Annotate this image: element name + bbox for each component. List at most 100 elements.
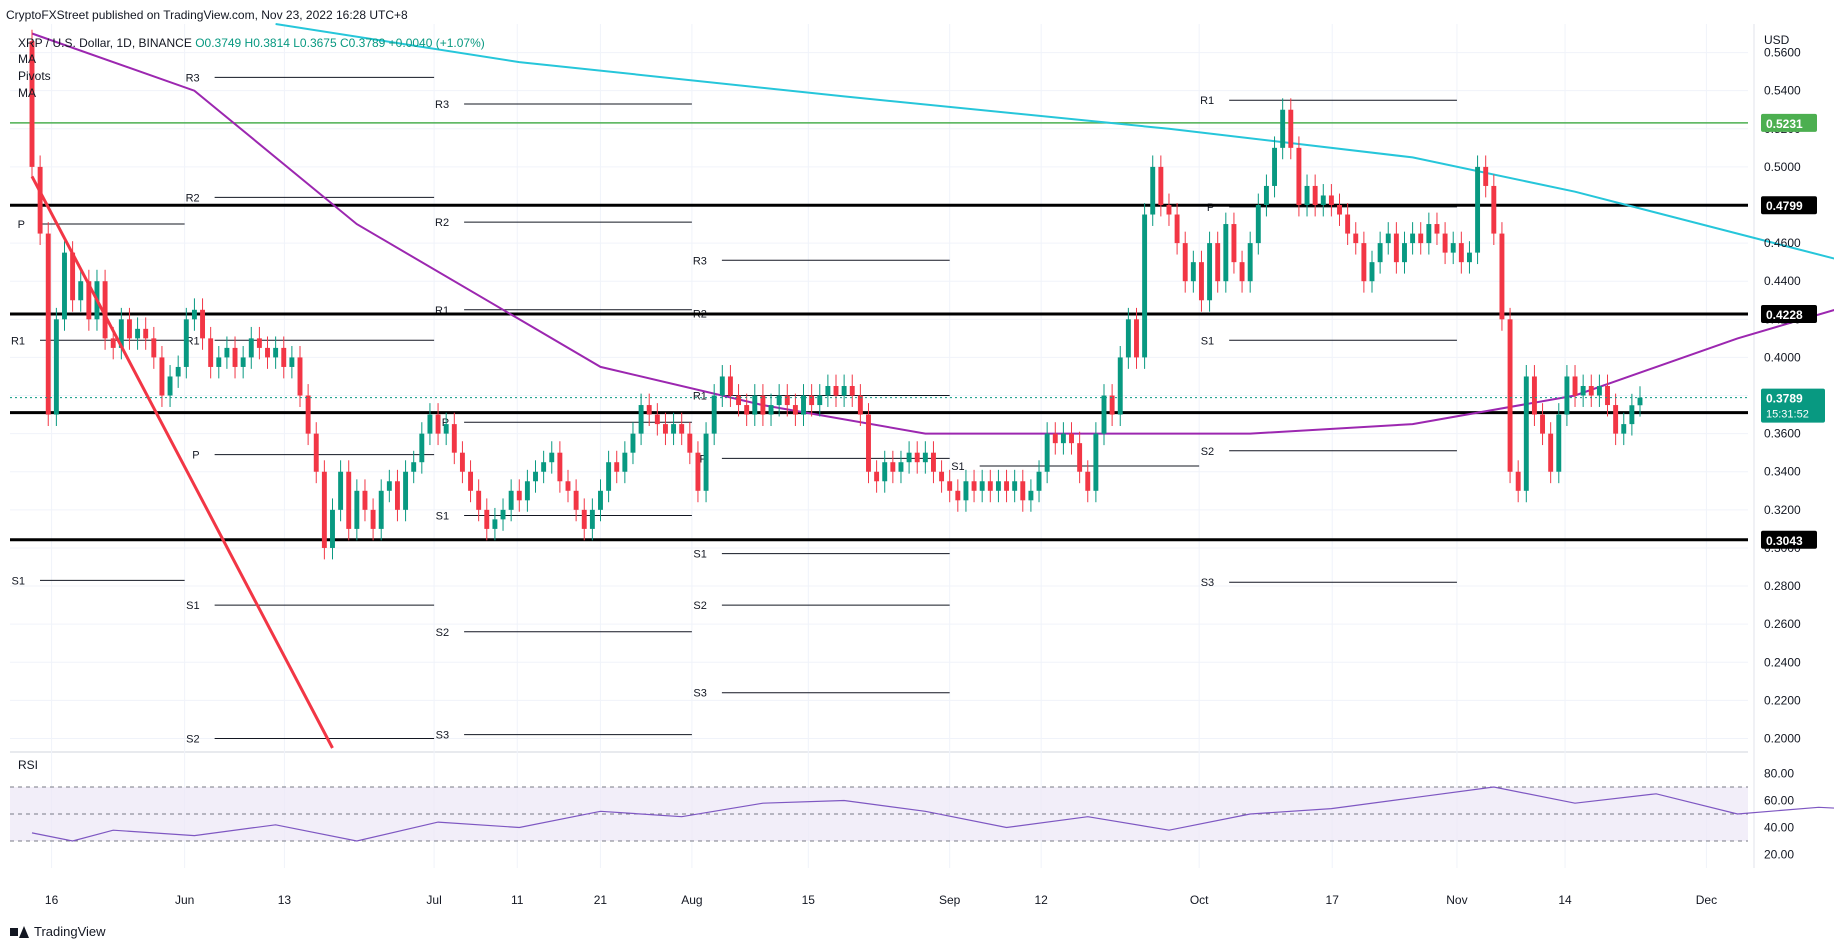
candle [744,393,750,427]
candle-body [1182,243,1188,282]
candle-body [1077,443,1083,472]
candle [760,384,766,427]
price-tick-label: 0.2400 [1764,655,1801,669]
candle-body [143,328,149,339]
candle-body [906,452,912,463]
pivot-label: S1 [693,549,706,561]
candle [1263,174,1269,217]
indicator-label-pivots[interactable]: Pivots [18,69,51,83]
candle [922,441,928,474]
candle-body [1263,185,1269,205]
candle [1596,374,1602,407]
candle-body [930,452,936,472]
candle-body [45,233,51,415]
key-level-tag [1761,196,1817,215]
candle [995,469,1001,503]
candle-body [1483,166,1489,186]
candle-body [102,281,108,339]
candle-body [809,395,815,406]
candle-body [776,395,782,406]
candle-body [1150,166,1156,215]
time-tick-label: Aug [681,893,702,907]
time-tick-label: Nov [1446,893,1467,907]
candle-body [1109,395,1115,415]
candle [939,460,945,493]
ohlc-values: O0.3749 H0.3814 L0.3675 C0.3789 +0.0040 … [195,36,485,50]
indicator-label-ma-2[interactable]: MA [18,86,36,100]
candle-body [256,338,262,348]
candle [1621,412,1627,446]
indicator-label-ma[interactable]: MA [18,52,36,66]
candle [1605,374,1610,417]
candle [987,469,993,503]
candle-body [1142,214,1148,358]
candle [1158,155,1164,217]
candle [1515,460,1521,503]
candle [1483,155,1489,198]
candle [801,384,806,427]
candle-body [598,490,603,510]
candle-body [289,357,295,367]
candle [1458,231,1464,274]
candle [1426,212,1432,255]
candle-body [1239,262,1245,282]
candle-body [476,490,482,510]
candle [492,507,498,541]
candle-body [468,471,474,491]
candle-body [1621,424,1627,434]
candle-body [1101,395,1107,434]
bar-countdown-label: 15:31:52 [1766,409,1809,421]
pivot-label: S1 [951,461,964,473]
candle [468,460,474,503]
candle [386,469,392,503]
candle-body [500,509,506,520]
price-axis-currency: USD [1764,33,1790,47]
symbol-name: XRP / U.S. Dollar, 1D, BINANCE [18,36,192,50]
candle [1572,365,1578,407]
candle [533,460,538,493]
candle-body [695,452,701,491]
candle-body [1637,397,1643,406]
candle [1028,479,1034,512]
candle-body [719,376,725,396]
candle-body [947,481,953,491]
candle-body [1036,471,1042,491]
pivot-label: P [192,450,199,462]
candle [143,317,149,350]
candle [1353,222,1359,255]
candle-body [1491,185,1497,234]
candle [403,460,409,522]
key-level-tag [1761,113,1817,132]
candle [1637,386,1643,417]
candle [313,422,319,484]
candle-body [378,490,384,529]
candle [890,450,896,484]
rsi-band [10,787,1748,841]
candle [281,336,287,379]
candle [817,384,823,417]
candle [1418,222,1424,255]
pivot-label: S3 [1201,577,1214,589]
candle [1239,250,1245,293]
tradingview-brand[interactable]: TradingView [10,924,106,939]
candle [330,498,335,560]
candle-body [1255,205,1261,244]
candle-body [1093,433,1099,491]
candle-body [963,481,969,501]
candle [1613,393,1619,446]
candle-body [1499,233,1505,320]
candle-body [857,395,863,415]
candle [581,498,587,541]
candle [711,384,717,446]
candle [62,241,67,331]
candle-body [1442,233,1448,253]
rsi-tick-label: 40.00 [1764,821,1794,835]
candle [208,326,214,379]
price-tick-label: 0.3200 [1764,503,1801,517]
candle [224,336,230,369]
candle [630,422,636,465]
price-tick-label: 0.5400 [1764,84,1801,98]
candle-body [1548,433,1554,472]
candle [45,222,51,427]
